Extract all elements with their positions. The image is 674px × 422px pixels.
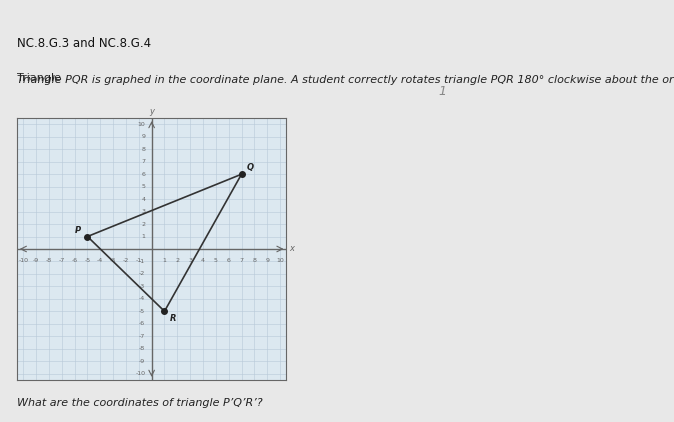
Text: 3: 3 <box>188 258 192 263</box>
Text: 10: 10 <box>137 122 145 127</box>
Text: P: P <box>75 226 81 235</box>
Text: x: x <box>289 244 294 254</box>
Text: 4: 4 <box>201 258 205 263</box>
Text: 8: 8 <box>142 147 145 152</box>
Text: 9: 9 <box>265 258 269 263</box>
Text: 7: 7 <box>239 258 243 263</box>
Text: -2: -2 <box>123 258 129 263</box>
Text: -8: -8 <box>46 258 52 263</box>
Text: -2: -2 <box>139 271 145 276</box>
Text: -8: -8 <box>139 346 145 351</box>
Text: -9: -9 <box>33 258 39 263</box>
Text: -5: -5 <box>84 258 90 263</box>
Text: y: y <box>149 107 154 116</box>
Text: -4: -4 <box>97 258 103 263</box>
Text: -5: -5 <box>139 309 145 314</box>
Text: Triangle PQR is graphed in the coordinate plane. A student correctly rotates tri: Triangle PQR is graphed in the coordinat… <box>17 75 674 85</box>
Text: 1: 1 <box>142 234 145 239</box>
Text: 3: 3 <box>142 209 145 214</box>
Text: -6: -6 <box>139 321 145 326</box>
Text: -4: -4 <box>139 296 145 301</box>
Text: 1: 1 <box>162 258 166 263</box>
Text: -1: -1 <box>135 258 142 263</box>
Text: -7: -7 <box>59 258 65 263</box>
Text: -10: -10 <box>135 371 145 376</box>
Text: 2: 2 <box>142 222 145 227</box>
Text: -7: -7 <box>139 334 145 339</box>
Text: NC.8.G.3 and NC.8.G.4: NC.8.G.3 and NC.8.G.4 <box>17 37 151 50</box>
Text: -1: -1 <box>139 259 145 264</box>
Text: 2: 2 <box>175 258 179 263</box>
Text: Q: Q <box>247 163 254 173</box>
Text: Triangle: Triangle <box>17 73 64 83</box>
Text: 6: 6 <box>142 172 145 177</box>
Text: 10: 10 <box>276 258 284 263</box>
Text: R: R <box>170 314 176 323</box>
Text: 5: 5 <box>142 184 145 189</box>
Text: 7: 7 <box>142 159 145 164</box>
Text: 5: 5 <box>214 258 218 263</box>
Text: -3: -3 <box>110 258 116 263</box>
Text: 8: 8 <box>253 258 256 263</box>
Text: -6: -6 <box>71 258 78 263</box>
Text: What are the coordinates of triangle P’Q’R’?: What are the coordinates of triangle P’Q… <box>17 398 262 408</box>
Text: -10: -10 <box>18 258 28 263</box>
Text: 9: 9 <box>142 134 145 139</box>
Text: -3: -3 <box>139 284 145 289</box>
Text: 4: 4 <box>142 197 145 202</box>
Text: -9: -9 <box>139 359 145 364</box>
Text: 1: 1 <box>438 85 446 98</box>
Text: 6: 6 <box>226 258 231 263</box>
